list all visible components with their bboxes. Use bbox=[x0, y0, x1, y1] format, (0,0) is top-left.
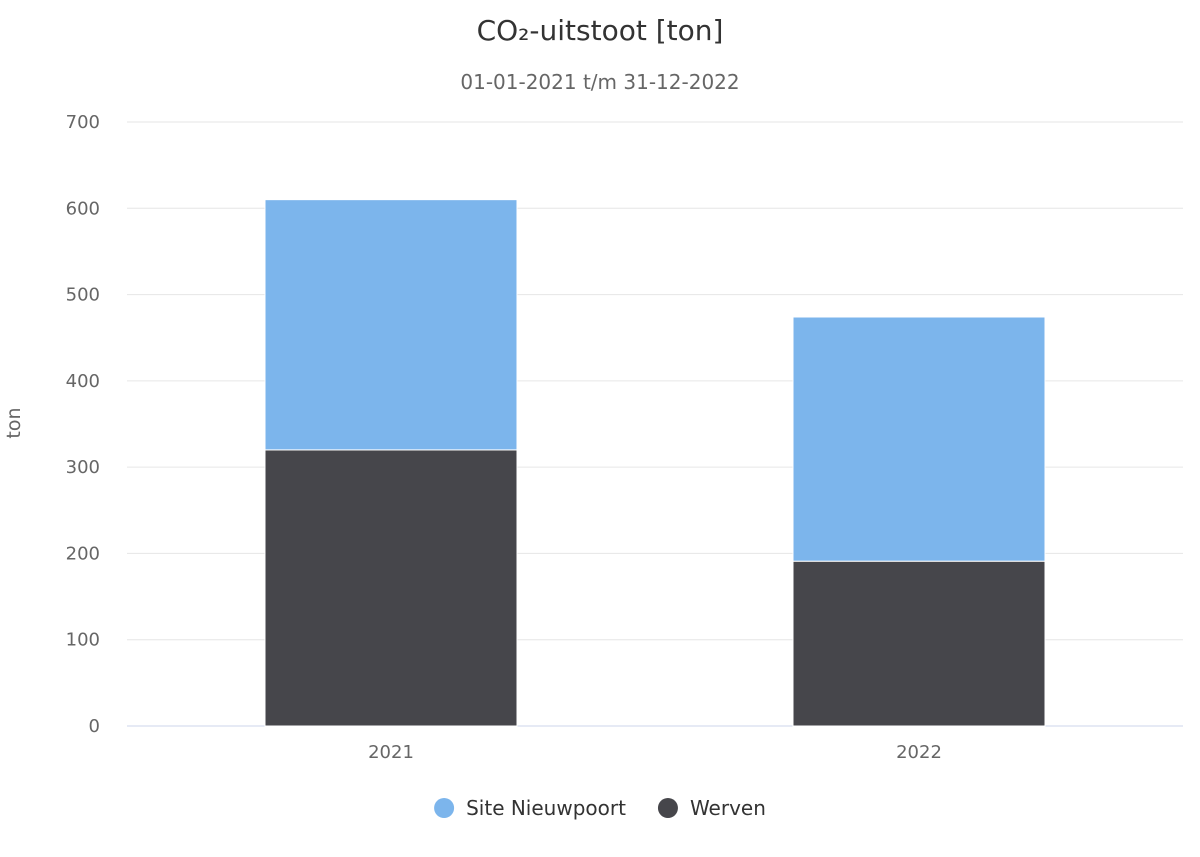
y-tick-label: 200 bbox=[66, 543, 100, 564]
bar-site-nieuwpoort-2021[interactable] bbox=[264, 199, 518, 451]
x-tick-label: 2021 bbox=[368, 742, 414, 763]
legend-marker bbox=[434, 798, 455, 818]
x-axis-ticks: 2021 2022 bbox=[368, 742, 942, 763]
bar-werven-2022[interactable] bbox=[792, 560, 1046, 727]
bar-werven-2021[interactable] bbox=[264, 449, 518, 727]
y-tick-label: 600 bbox=[66, 198, 100, 219]
legend-label: Site Nieuwpoort bbox=[466, 796, 626, 820]
y-axis-label: ton bbox=[3, 407, 25, 438]
y-tick-label: 0 bbox=[89, 716, 100, 737]
y-tick-label: 700 bbox=[66, 112, 100, 133]
legend: Site Nieuwpoort Werven bbox=[434, 796, 766, 820]
chart-title: CO₂-uitstoot [ton] bbox=[477, 14, 724, 47]
bars bbox=[264, 199, 1046, 727]
legend-item-werven[interactable]: Werven bbox=[657, 796, 766, 820]
y-tick-label: 300 bbox=[66, 457, 100, 478]
y-tick-label: 100 bbox=[66, 630, 100, 651]
x-tick-label: 2022 bbox=[896, 742, 942, 763]
y-axis-ticks: 0 100 200 300 400 500 600 700 bbox=[66, 112, 100, 737]
y-tick-label: 400 bbox=[66, 371, 100, 392]
chart-subtitle: 01-01-2021 t/m 31-12-2022 bbox=[460, 70, 739, 94]
y-tick-label: 500 bbox=[66, 285, 100, 306]
legend-label: Werven bbox=[690, 796, 766, 820]
legend-item-site-nieuwpoort[interactable]: Site Nieuwpoort bbox=[434, 796, 626, 820]
bar-site-nieuwpoort-2022[interactable] bbox=[792, 316, 1046, 562]
legend-marker bbox=[657, 798, 678, 818]
